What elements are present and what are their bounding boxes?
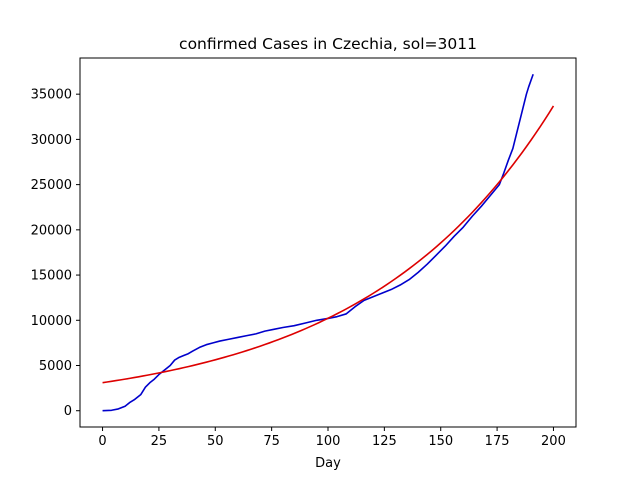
y-tick-label: 0 xyxy=(64,404,72,419)
y-tick-label: 20000 xyxy=(31,223,72,238)
x-axis: 0 25 50 75 100 125 150 175 200 xyxy=(98,427,566,449)
series-layer xyxy=(102,74,555,412)
y-tick-label: 10000 xyxy=(31,314,72,329)
x-tick-label: 25 xyxy=(151,434,168,449)
y-tick-label: 15000 xyxy=(31,269,72,284)
y-tick-label: 35000 xyxy=(31,88,72,103)
plot-area xyxy=(79,57,577,428)
x-axis-label: Day xyxy=(315,456,341,471)
x-tick-label: 0 xyxy=(98,434,106,449)
y-axis: 0 5000 10000 15000 20000 25000 30000 35000 xyxy=(31,88,80,419)
fit-curve-line xyxy=(102,105,555,384)
x-tick-label: 125 xyxy=(372,434,397,449)
x-tick-label: 150 xyxy=(428,434,453,449)
y-tick-label: 25000 xyxy=(31,178,72,193)
chart-title: confirmed Cases in Czechia, sol=3011 xyxy=(179,35,477,53)
x-tick-label: 200 xyxy=(541,434,566,449)
y-tick-label: 5000 xyxy=(39,359,72,374)
x-tick-label: 50 xyxy=(207,434,224,449)
x-tick-label: 100 xyxy=(316,434,341,449)
x-tick-label: 75 xyxy=(263,434,280,449)
y-tick-label: 30000 xyxy=(31,133,72,148)
confirmed-cases-line xyxy=(102,74,534,412)
x-tick-label: 175 xyxy=(485,434,510,449)
